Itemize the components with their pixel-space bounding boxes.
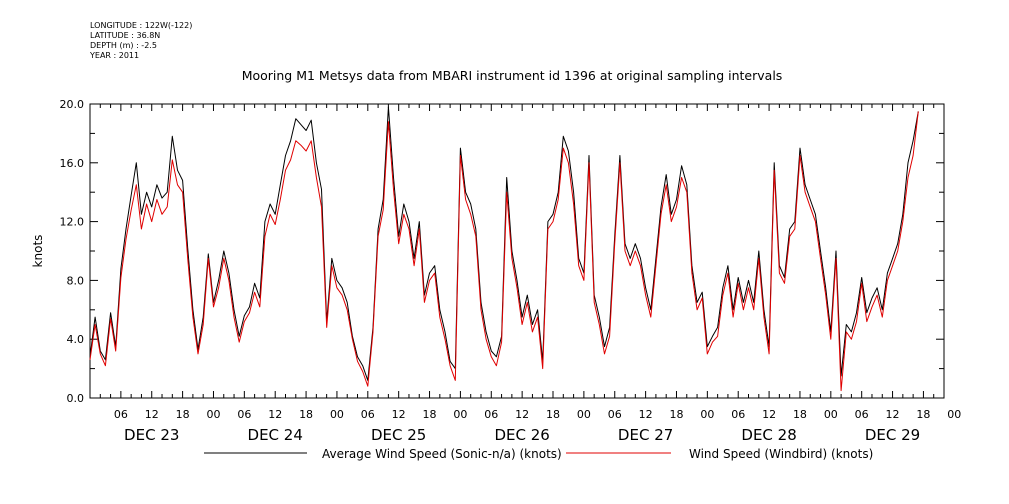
y-tick-label: 0.0 — [67, 392, 85, 405]
series-line-windbird — [89, 111, 919, 392]
latitude-label: LATITUDE : 36.8N — [90, 31, 161, 40]
y-tick-label: 16.0 — [60, 157, 85, 170]
legend-label-windbird: Wind Speed (Windbird) (knots) — [689, 447, 873, 461]
legend-label-sonic: Average Wind Speed (Sonic-n/a) (knots) — [322, 447, 562, 461]
x-tick-label: 00 — [330, 408, 344, 421]
x-axis: 06 12 18 00 06 12 18 00 06 12 18 00 06 12 18 00 06 12 18 00… — [89, 104, 961, 444]
x-tick-label: 00 — [577, 408, 591, 421]
y-tick-label: 12.0 — [60, 216, 85, 229]
x-tick-label: 06 — [361, 408, 375, 421]
day-label: DEC 26 — [494, 426, 549, 444]
x-tick-label: 00 — [206, 408, 220, 421]
y-tick-label: 8.0 — [67, 274, 85, 287]
x-tick-label: 12 — [145, 408, 159, 421]
x-tick-label: 18 — [793, 408, 807, 421]
day-label: DEC 27 — [618, 426, 673, 444]
metadata-block: LONGITUDE : 122W(-122) LATITUDE : 36.8N … — [90, 21, 192, 61]
x-tick-label: 12 — [639, 408, 653, 421]
x-tick-label: 00 — [700, 408, 714, 421]
x-tick-label: 12 — [515, 408, 529, 421]
x-tick-label: 12 — [886, 408, 900, 421]
day-label: DEC 29 — [865, 426, 920, 444]
x-tick-label: 18 — [669, 408, 683, 421]
x-tick-label: 12 — [392, 408, 406, 421]
y-tick-label: 4.0 — [67, 333, 85, 346]
x-tick-label: 18 — [546, 408, 560, 421]
x-tick-label: 00 — [453, 408, 467, 421]
y-axis: 0.0 4.0 8.0 12.0 16.0 20.0 — [60, 98, 944, 405]
legend: Average Wind Speed (Sonic-n/a) (knots) W… — [204, 447, 873, 461]
day-label: DEC 23 — [124, 426, 179, 444]
x-tick-label: 00 — [947, 408, 961, 421]
x-tick-label: 12 — [268, 408, 282, 421]
x-tick-label: 06 — [855, 408, 869, 421]
chart-title: Mooring M1 Metsys data from MBARI instru… — [242, 68, 783, 83]
plot-frame — [89, 103, 945, 399]
x-tick-label: 12 — [762, 408, 776, 421]
y-axis-label: knots — [31, 235, 45, 268]
x-tick-label: 18 — [176, 408, 190, 421]
depth-label: DEPTH (m) : -2.5 — [90, 41, 157, 50]
day-label: DEC 28 — [741, 426, 796, 444]
x-tick-label: 06 — [237, 408, 251, 421]
x-tick-label: 06 — [484, 408, 498, 421]
x-tick-label: 06 — [608, 408, 622, 421]
longitude-label: LONGITUDE : 122W(-122) — [90, 21, 193, 30]
x-tick-label: 18 — [423, 408, 437, 421]
x-tick-label: 18 — [299, 408, 313, 421]
x-tick-label: 06 — [731, 408, 745, 421]
y-tick-label: 20.0 — [60, 98, 85, 111]
x-tick-label: 06 — [114, 408, 128, 421]
x-tick-label: 00 — [824, 408, 838, 421]
day-label: DEC 24 — [248, 426, 303, 444]
year-label: YEAR : 2011 — [90, 51, 140, 60]
x-tick-label: 18 — [916, 408, 930, 421]
day-label: DEC 25 — [371, 426, 426, 444]
series-group — [89, 106, 919, 392]
series-line-sonic — [89, 106, 919, 381]
